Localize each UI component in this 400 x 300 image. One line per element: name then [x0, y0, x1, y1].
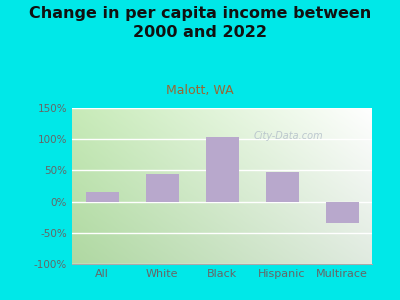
Text: Malott, WA: Malott, WA	[166, 84, 234, 97]
Bar	[206, 137, 238, 202]
Bar	[146, 173, 178, 202]
Bar	[86, 192, 118, 202]
Text: Change in per capita income between
2000 and 2022: Change in per capita income between 2000…	[29, 6, 371, 40]
Bar	[266, 172, 298, 202]
Bar	[326, 202, 358, 224]
Text: City-Data.com: City-Data.com	[253, 131, 323, 141]
